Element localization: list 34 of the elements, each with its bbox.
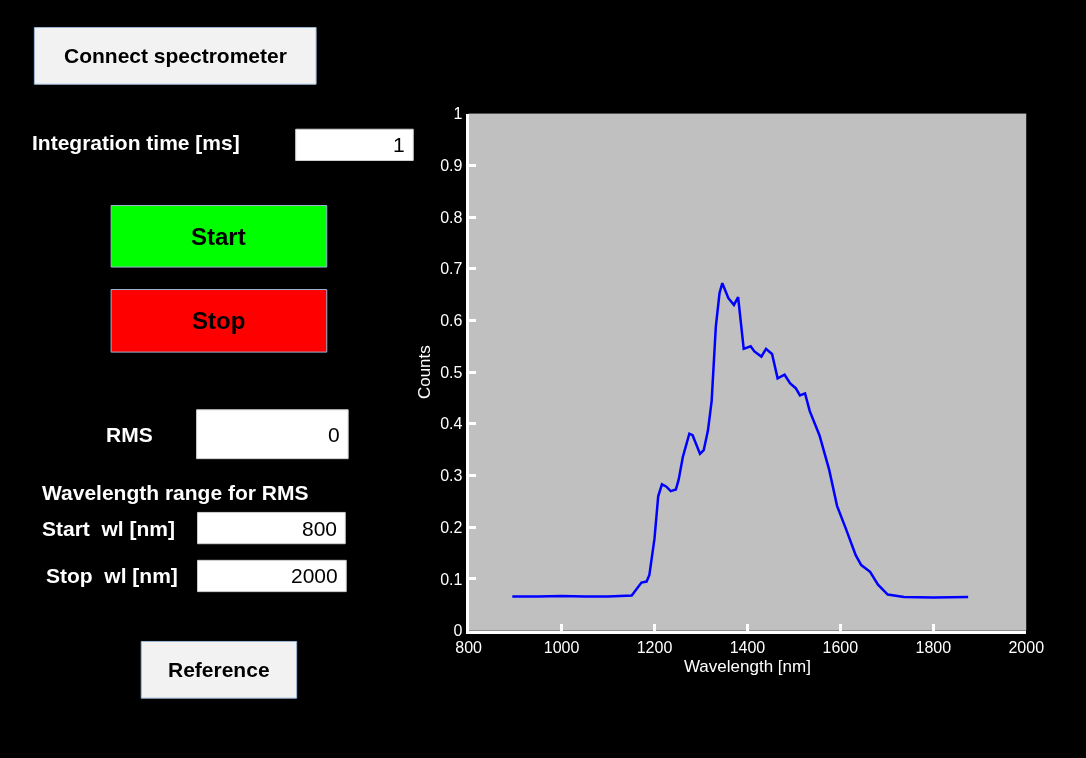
x-tick-label: 1200 [636, 638, 673, 656]
x-tick-label: 1000 [543, 638, 580, 656]
text: 1 [393, 133, 405, 156]
text: 800 [302, 517, 338, 540]
text: Start wl [nm] [42, 517, 176, 540]
y-tick-label: 0.7 [440, 260, 463, 278]
text: Reference [168, 658, 270, 681]
y-tick-label: 0.3 [440, 467, 463, 485]
y-tick-label: 0 [453, 622, 463, 640]
text: Stop wl [nm] [46, 564, 178, 587]
y-axis-title: Counts [414, 345, 434, 400]
x-tick-label: 1400 [729, 638, 766, 656]
text: RMS [106, 423, 153, 446]
text: Stop [192, 307, 246, 334]
x-tick-label: 2000 [1008, 638, 1045, 656]
y-tick-label: 0.5 [440, 363, 463, 381]
text: Wavelength range for RMS [42, 481, 309, 504]
text: 0 [328, 423, 340, 446]
y-tick-label: 1 [453, 105, 463, 123]
y-tick-label: 0.9 [440, 156, 463, 174]
y-tick-label: 0.4 [440, 415, 463, 433]
x-axis-title: Wavelength [nm] [683, 657, 811, 677]
y-tick-label: 0.2 [440, 518, 463, 536]
y-tick-label: 0.1 [440, 570, 463, 588]
y-tick-label: 0.6 [440, 312, 463, 330]
text: Integration time [ms] [32, 131, 240, 154]
x-tick-label: 800 [455, 638, 483, 656]
x-tick-label: 1600 [822, 638, 859, 656]
line-series [511, 281, 970, 599]
text: Start [191, 223, 246, 250]
text: 2000 [291, 564, 338, 587]
text: Connect spectrometer [64, 44, 287, 67]
y-tick-label: 0.8 [440, 208, 463, 226]
x-tick-label: 1800 [915, 638, 952, 656]
